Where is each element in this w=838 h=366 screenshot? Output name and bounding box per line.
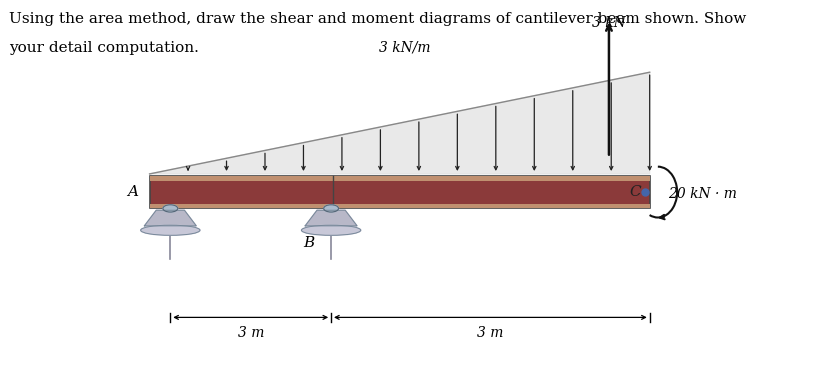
Ellipse shape xyxy=(141,225,200,235)
Circle shape xyxy=(323,205,339,212)
Text: C: C xyxy=(629,185,641,199)
Polygon shape xyxy=(144,210,196,226)
Circle shape xyxy=(163,205,178,212)
Text: 3 m: 3 m xyxy=(237,326,264,340)
Text: 3 kN: 3 kN xyxy=(592,16,626,30)
Text: 3 kN/m: 3 kN/m xyxy=(380,40,431,54)
Text: 3 m: 3 m xyxy=(477,326,504,340)
Text: B: B xyxy=(303,236,315,250)
Polygon shape xyxy=(149,72,649,174)
Bar xyxy=(149,176,649,181)
Polygon shape xyxy=(305,210,357,226)
Ellipse shape xyxy=(302,225,360,235)
Bar xyxy=(149,176,649,208)
Text: A: A xyxy=(127,185,138,199)
Bar xyxy=(149,204,649,208)
Text: 20 kN · m: 20 kN · m xyxy=(668,187,737,201)
Text: Using the area method, draw the shear and moment diagrams of cantilever beam sho: Using the area method, draw the shear an… xyxy=(8,12,746,26)
Text: your detail computation.: your detail computation. xyxy=(8,41,199,55)
